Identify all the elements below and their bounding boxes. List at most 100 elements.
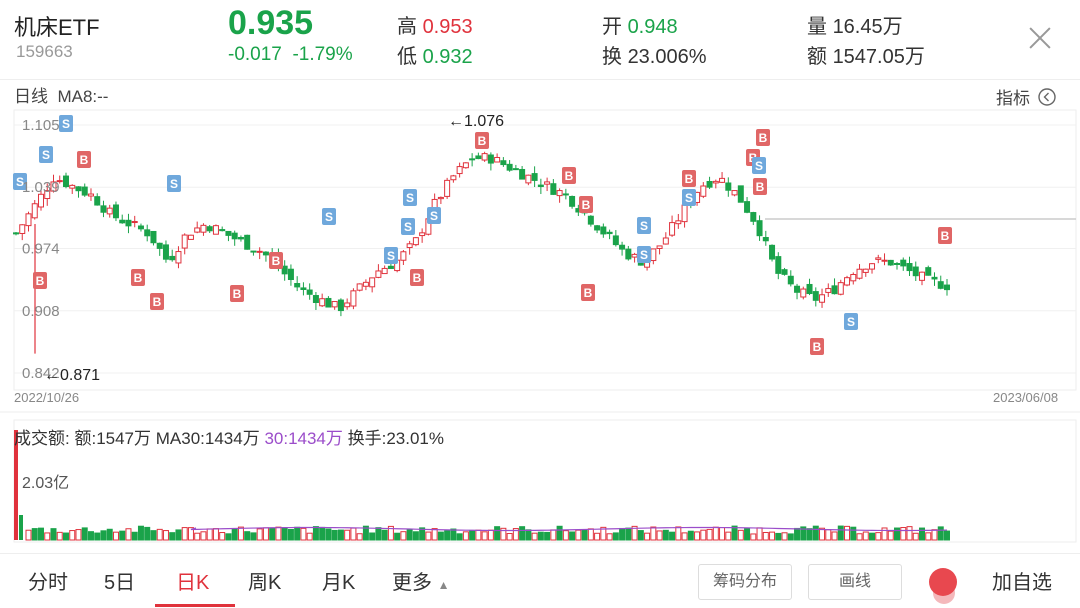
candle-body [681, 204, 688, 223]
volume-bar [144, 526, 151, 541]
volume-bar [794, 527, 801, 541]
volume-bar [700, 529, 707, 541]
volume-value: 16.45万 [832, 16, 903, 38]
volume-bar [287, 528, 294, 541]
candle-body [756, 220, 763, 237]
candle-body [806, 283, 813, 295]
volume-bar [512, 528, 519, 541]
volume-bar [469, 529, 476, 541]
candle-body [594, 225, 601, 231]
candle-body [256, 250, 263, 253]
chip-distribution-button[interactable]: 筹码分布 [698, 564, 792, 600]
volume-bar [450, 528, 457, 541]
period-label: 日线 [14, 87, 48, 106]
candle-body [800, 288, 807, 298]
add-watchlist-button[interactable]: 加自选 [992, 572, 1052, 594]
amount-value: 1547.05万 [832, 46, 925, 68]
date-start: 2022/10/26 [14, 390, 79, 405]
candle-body [106, 207, 113, 215]
candle-body [875, 257, 882, 260]
candle-body [825, 288, 832, 293]
kline-chart[interactable]: SSBSBSBBBBSSSSSBBBBBSSSBBBBSBSB 1.1051.0… [0, 0, 1080, 553]
tab-intraday[interactable]: 分时 [28, 572, 68, 594]
volume-bar [100, 530, 107, 541]
candle-body [650, 248, 657, 262]
high-stat: 高 0.953 [397, 10, 473, 39]
marker-label: B [685, 172, 694, 186]
low-label: 低 [397, 46, 417, 68]
candle-body [244, 234, 251, 250]
ytick-label: 0.842 [22, 365, 60, 382]
volume-bar [237, 526, 244, 541]
volume-bar [112, 531, 119, 541]
marker-label: S [430, 209, 438, 223]
record-dot-icon[interactable] [929, 568, 957, 604]
low-value: 0.932 [422, 46, 473, 68]
volume-bar [400, 531, 407, 541]
volume-bar [531, 532, 538, 541]
marker-label: S [640, 248, 648, 262]
volume-bar [687, 530, 694, 541]
buy-marker [230, 285, 244, 302]
candle-body [350, 290, 357, 307]
tab-weekly-k[interactable]: 周K [248, 572, 282, 594]
tab-more[interactable]: 更多 ▲ [392, 566, 449, 595]
volume-bar [281, 527, 288, 541]
volume-bar [919, 527, 926, 541]
candle-body [869, 263, 876, 270]
volume-bar [44, 532, 51, 541]
amount-stat: 额 1547.05万 [807, 40, 925, 69]
volume-stat: 量 16.45万 [807, 10, 903, 39]
draw-line-button[interactable]: 画线 [808, 564, 902, 600]
volume-bar [81, 527, 88, 541]
candle-body [919, 271, 926, 281]
candle-body [156, 242, 163, 249]
candle-body [512, 168, 519, 171]
volume-bar [87, 531, 94, 541]
buy-marker [131, 269, 145, 286]
candle-body [169, 255, 176, 261]
marker-label: S [640, 219, 648, 233]
volume-bar [506, 533, 513, 541]
volume-bar [437, 531, 444, 541]
candle-body [712, 180, 719, 184]
candle-body [675, 220, 682, 225]
header-divider [0, 79, 1080, 80]
volume-bar [519, 526, 526, 541]
candle-body [387, 265, 394, 269]
indicator-button[interactable]: 指标 [996, 84, 1056, 109]
candle-body [506, 163, 513, 171]
volume-bar [169, 532, 176, 541]
tab-monthly-k[interactable]: 月K [322, 572, 356, 594]
buy-marker [77, 151, 91, 168]
volume-bar [187, 527, 194, 541]
candle-body [500, 160, 507, 166]
volume-bar [694, 531, 701, 541]
candle-body [844, 277, 851, 286]
amount-label: 额 [807, 46, 827, 68]
sell-marker [637, 246, 651, 263]
candle-body [887, 259, 894, 266]
candle-body [94, 196, 101, 206]
candle-body [150, 230, 157, 244]
candle-body [762, 237, 769, 242]
volume-bar [756, 527, 763, 541]
volume-bar [712, 526, 719, 541]
tab-daily-k[interactable]: 日K [176, 572, 210, 594]
volume-bar [894, 527, 901, 541]
marker-label: S [42, 148, 50, 162]
candle-body [119, 219, 126, 224]
sell-marker [59, 115, 73, 132]
candle-body [556, 190, 563, 197]
candle-body [719, 177, 726, 183]
candle-body [781, 269, 788, 275]
volume-bar [656, 530, 663, 541]
volume-bar [462, 531, 469, 541]
volume-bar [406, 529, 413, 541]
volume-bar [206, 528, 213, 541]
tab-5day[interactable]: 5日 [104, 572, 136, 594]
volume-bar [625, 527, 632, 541]
candle-body [281, 265, 288, 275]
candle-body [181, 234, 188, 249]
volume-bar [881, 527, 888, 541]
